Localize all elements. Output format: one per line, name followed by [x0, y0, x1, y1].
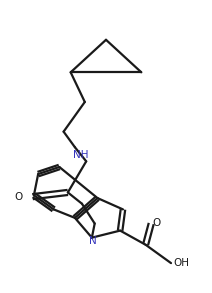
Text: NH: NH [74, 150, 89, 160]
Text: OH: OH [174, 258, 190, 268]
Text: N: N [89, 236, 97, 246]
Text: O: O [14, 192, 23, 202]
Text: O: O [153, 218, 161, 228]
